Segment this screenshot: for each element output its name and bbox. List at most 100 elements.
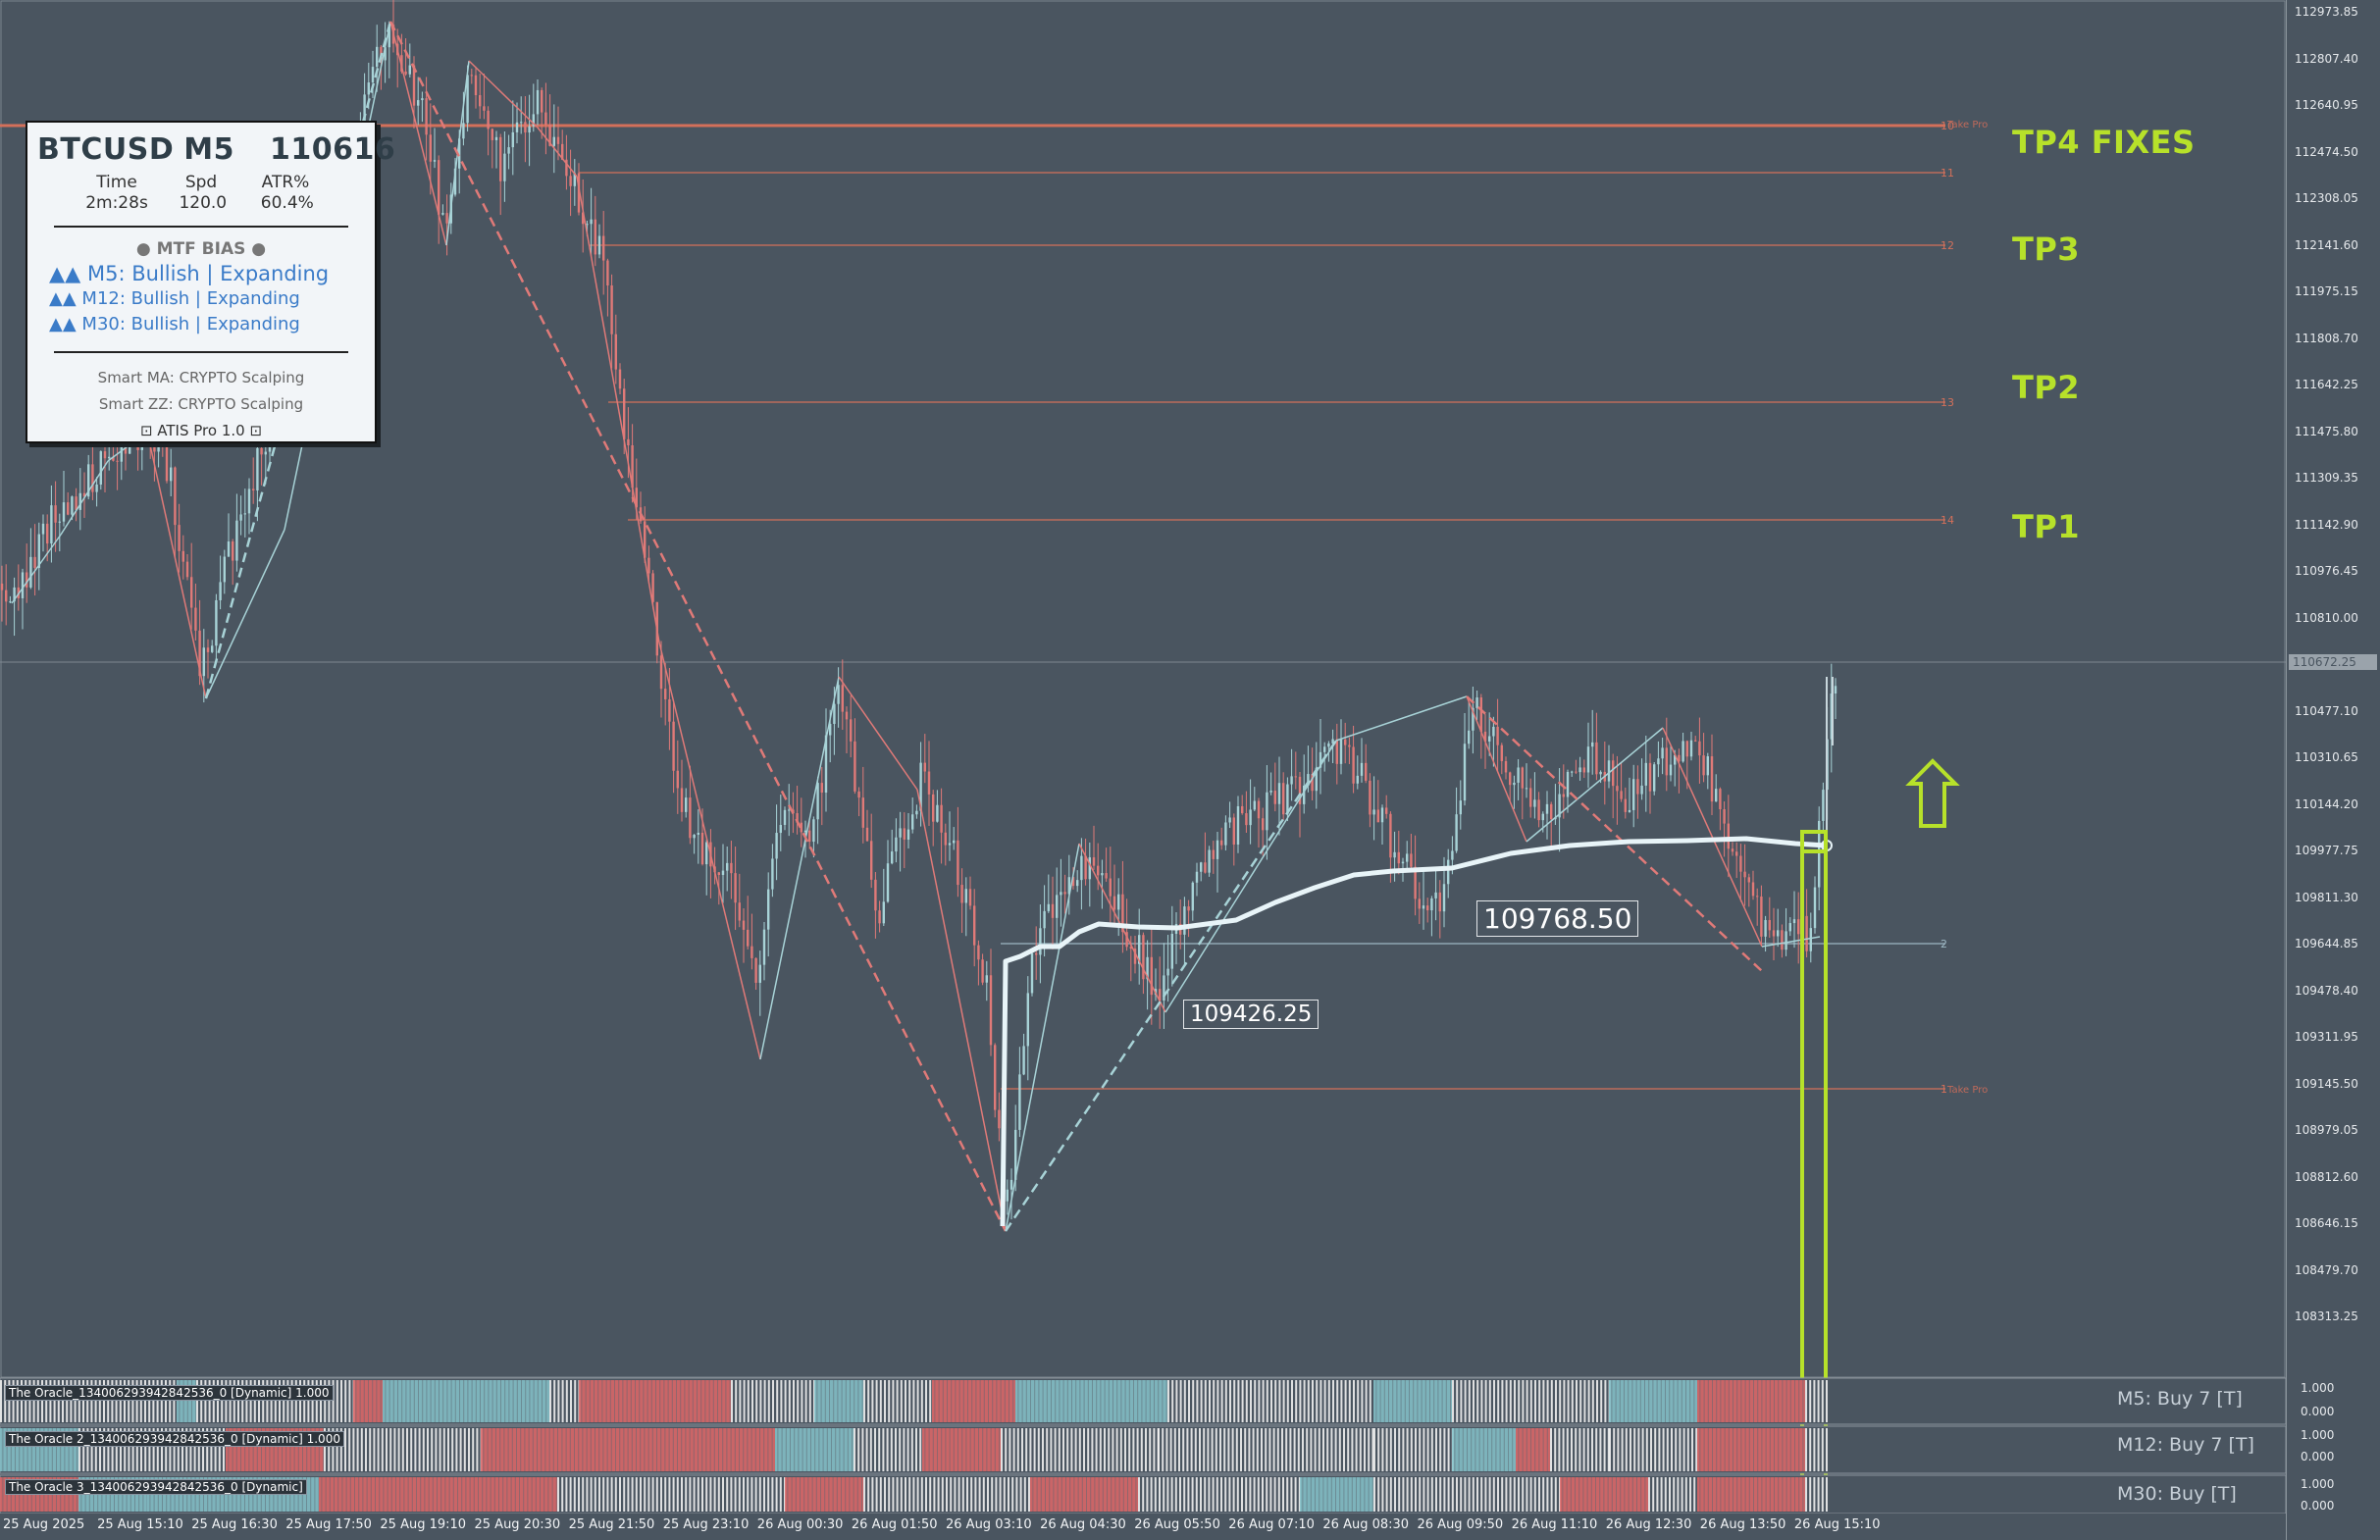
candle-body [1348,744,1351,747]
oscillator-bar [970,1477,973,1512]
oscillator-bar [344,1380,347,1422]
stat-value-time: 2m:28s [85,193,148,213]
oscillator-bar [1365,1380,1368,1422]
oscillator-bar [1195,1477,1198,1512]
fib-level-label: 14 [1940,514,1954,527]
oscillator-bar [277,1428,279,1471]
oscillator-bar [635,1477,638,1512]
oscillator-bar [569,1477,572,1512]
candle-body [185,561,189,578]
candle-body [388,25,390,48]
candle-body [1496,726,1499,745]
oscillator-bar [407,1477,409,1512]
oscillator-bar [668,1477,671,1512]
candle-body [50,505,53,544]
oscillator-bar [182,1380,184,1422]
candle-body [915,810,918,815]
oscillator-bar [1703,1428,1705,1471]
candle-body [1459,800,1462,815]
oscillator-bar [1005,1428,1008,1471]
candle-body [1117,894,1120,910]
oscillator-bar [1451,1477,1454,1512]
oscillator-bar [965,1428,967,1471]
oscillator-bar [1055,1380,1057,1422]
candle-body [479,95,482,107]
oscillator-bar [1314,1428,1317,1471]
oscillator-bar [1192,1380,1195,1422]
oscillator-bar [482,1477,484,1512]
oscillator-bar [1464,1380,1467,1422]
candle-body [891,851,894,864]
oscillator-bar [1023,1477,1026,1512]
candle-body [520,122,523,124]
candle-body [721,870,725,876]
oscillator-bar [547,1477,549,1512]
oscillator-bar [1004,1380,1006,1422]
oscillator-bar [1566,1477,1568,1512]
oscillator-bar [19,1428,21,1471]
candle-body [108,456,111,459]
price-axis[interactable]: 112973.85 112807.40 112640.95 112474.50 1123… [2286,0,2380,1540]
oscillator-bar [1522,1380,1525,1422]
oscillator-bar [1012,1380,1014,1422]
candle-body [1327,743,1330,747]
oscillator-bar [1220,1477,1222,1512]
candle-body [1014,1129,1017,1180]
oscillator-bar [1458,1428,1460,1471]
oscillator-bar [1138,1477,1140,1512]
oscillator-bar [66,1380,69,1422]
candle-body [944,832,947,846]
oscillator-bar [459,1380,460,1422]
candle-body [190,577,193,608]
candle-body [433,160,437,162]
oscillator-bar [1045,1477,1046,1512]
oscillator-bar [990,1428,992,1471]
last-price: 110616 [269,132,396,167]
oscillator-bar [409,1380,411,1422]
smart-ma-line [1000,836,1828,1227]
oscillator-bar [94,1380,97,1422]
candle-body [1571,771,1574,773]
oscillator-bar [1128,1428,1131,1471]
candle-body [927,771,931,795]
oscillator-bar [1526,1380,1528,1422]
fib-level-label: 12 [1940,239,1954,252]
candle-body [71,496,74,515]
oscillator-bar [763,1428,765,1471]
candle-body [758,964,761,983]
chart-area[interactable]: 10 11 12 13 14 2 1 Take Pro Take Pro [0,0,2286,1514]
oscillator-bar [966,1477,968,1512]
oscillator-bar [1306,1477,1308,1512]
oscillator-bar [1419,1428,1422,1471]
oscillator-bar [845,1380,847,1422]
candle-body [820,783,823,794]
candle-body [874,879,877,911]
oscillator-bar [655,1477,658,1512]
candle-body [112,456,115,461]
oscillator-bar [1578,1428,1581,1471]
oscillator-bar [487,1428,489,1471]
oscillator-bar [368,1380,369,1422]
oscillator-bar [177,1428,180,1471]
oscillator-bar [767,1428,769,1471]
oscillator-bar [1213,1380,1216,1422]
oscillator-bar [1012,1428,1015,1471]
candle-body [1472,707,1475,731]
oscillator-1-status: M5: Buy 7 [T] [2117,1388,2243,1410]
oscillator-bar [454,1380,456,1422]
oscillator-bar [565,1380,568,1422]
time-axis[interactable]: 25 Aug 2025 25 Aug 15:10 25 Aug 16:30 25 Au… [0,1514,2286,1540]
oscillator-bar [1096,1380,1098,1422]
candle-body [417,100,420,106]
oscillator-bar [1654,1428,1657,1471]
candle-body [252,488,255,491]
triangle-up-icon: ▲▲ [49,262,81,285]
stat-headers: Time Spd ATR% [27,173,375,193]
candle-body [1756,896,1759,898]
oscillator-bar [590,1428,592,1471]
oscillator-bar [156,1428,159,1471]
oscillator-bar [861,1428,864,1471]
triangle-up-icon: ▲▲ [49,288,77,309]
oscillator-block [383,1380,549,1422]
